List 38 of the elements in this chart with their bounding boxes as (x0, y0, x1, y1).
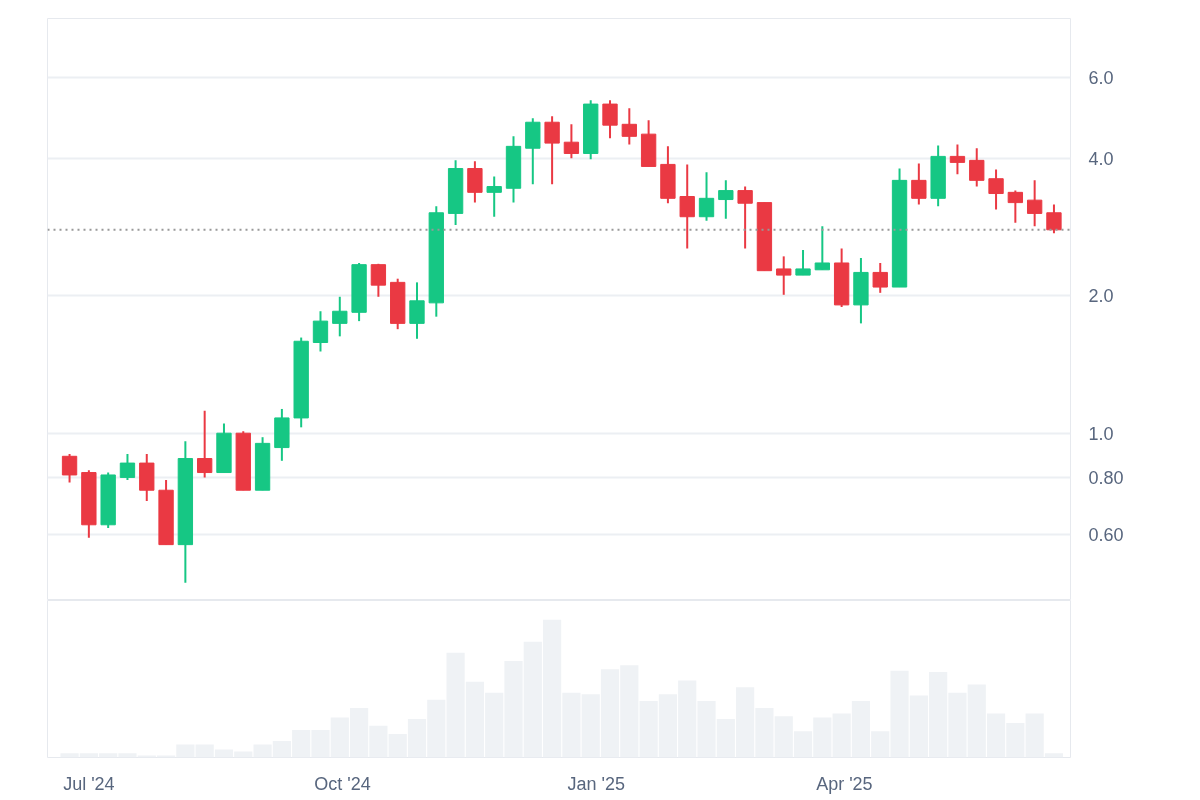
candlestick (1046, 203, 1062, 235)
candlestick (602, 99, 618, 140)
y-tick-label: 4.0 (1088, 148, 1114, 169)
y-tick-label: 6.0 (1088, 68, 1114, 89)
candlestick (119, 453, 136, 481)
y-tick-label: 0.80 (1088, 467, 1124, 488)
candlestick (969, 147, 985, 188)
y-tick-label: 1.0 (1088, 423, 1114, 444)
candlestick (814, 225, 830, 271)
candlestick (332, 295, 348, 338)
candlestick (467, 160, 483, 204)
candlestick (1026, 179, 1043, 228)
x-tick-label: Jan '25 (567, 773, 625, 794)
candlestick (563, 123, 580, 160)
candlestick (621, 107, 637, 146)
candlestick (679, 163, 695, 250)
candlestick (988, 168, 1004, 211)
y-tick-label: 2.0 (1088, 286, 1114, 307)
candlestick (409, 281, 425, 340)
x-tick-label: Apr '25 (816, 773, 873, 794)
candlestick (544, 115, 560, 186)
candlestick (737, 185, 753, 250)
candlestick (197, 409, 213, 479)
candlestick (370, 262, 387, 298)
candlestick (312, 310, 329, 353)
candlestick (911, 162, 927, 206)
candlestick (795, 248, 811, 277)
y-tick-label: 0.60 (1088, 524, 1124, 545)
x-tick-label: Oct '24 (314, 773, 371, 794)
candlestick (872, 261, 888, 294)
candlestick (718, 179, 734, 220)
candlestick (61, 453, 78, 484)
candlestick (776, 255, 792, 296)
x-tick-label: Jul '24 (63, 773, 115, 794)
candlestick (1007, 189, 1024, 224)
candlestick (949, 143, 966, 176)
candlestick (698, 171, 715, 222)
candlestick (486, 175, 502, 218)
